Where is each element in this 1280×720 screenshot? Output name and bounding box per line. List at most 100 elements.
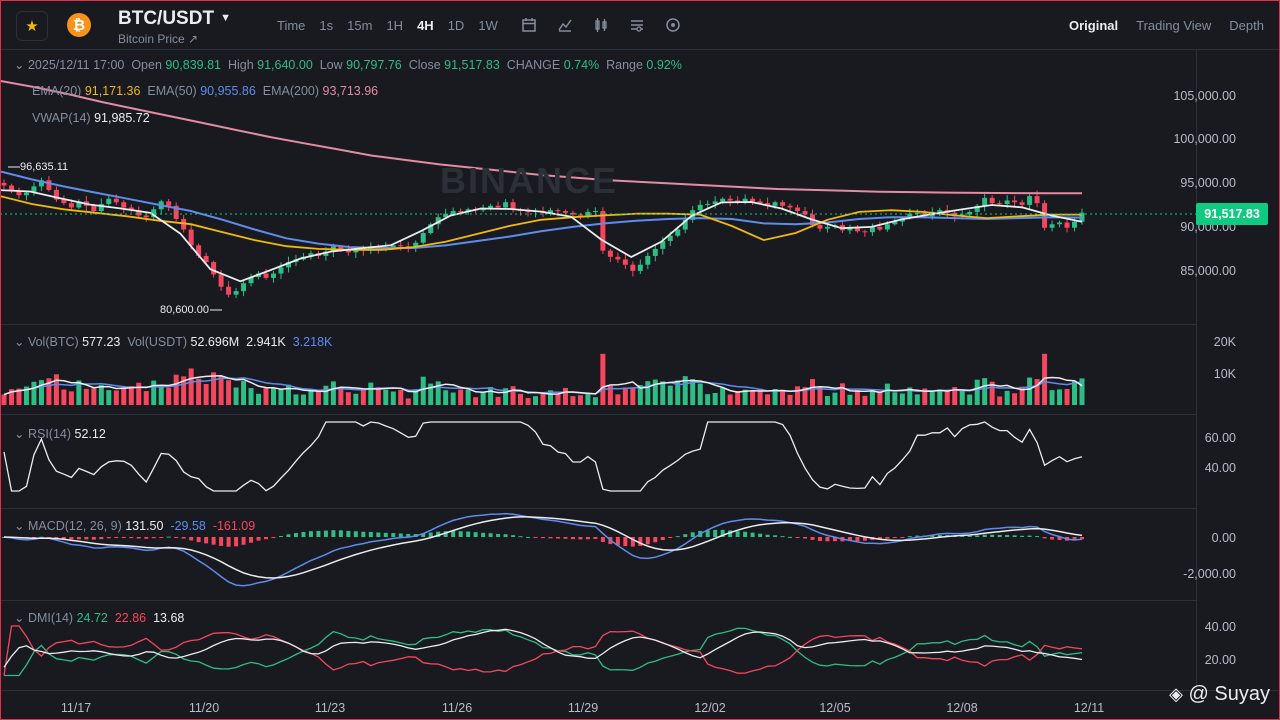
volume-bar: [1049, 390, 1055, 405]
volume-bar: [562, 387, 568, 405]
view-depth[interactable]: Depth: [1229, 18, 1264, 33]
settings-sliders-icon[interactable]: [628, 16, 646, 34]
timeframe-1w[interactable]: 1W: [478, 18, 498, 33]
timeframe-4h[interactable]: 4H: [417, 18, 434, 33]
macd-histogram-bar: [675, 536, 680, 538]
candle-body: [166, 201, 172, 206]
candle-body: [338, 246, 344, 249]
macd-histogram-bar: [301, 531, 306, 537]
macd-histogram-bar: [817, 537, 822, 541]
candle-body: [38, 180, 44, 187]
candle-body: [750, 198, 756, 202]
volume-axis-label: 20K: [1213, 335, 1236, 349]
candle-body: [285, 262, 291, 268]
candle-body: [697, 204, 703, 211]
timeframe-1d[interactable]: 1D: [447, 18, 465, 33]
macd-histogram-bar: [368, 531, 373, 537]
macd-histogram-bar: [406, 533, 411, 537]
candle-body: [106, 198, 112, 204]
ema-legend[interactable]: EMA(20) 91,171.36 EMA(50) 90,955.86 EMA(…: [32, 84, 378, 98]
range-label: Range: [606, 58, 643, 72]
volume-bar: [263, 387, 269, 405]
volume-bar: [315, 391, 321, 405]
candle-body: [547, 210, 553, 213]
macd-histogram-bar: [308, 531, 313, 537]
macd-histogram-bar: [121, 537, 126, 538]
collapse-chevron-icon[interactable]: ⌄: [14, 58, 25, 72]
macd-histogram-bar: [346, 530, 351, 537]
volume-bar: [795, 386, 801, 405]
volume-bar: [974, 379, 980, 405]
volume-bar: [53, 374, 59, 405]
rsi-axis-label: 60.00: [1204, 431, 1236, 445]
ema50-line: [0, 170, 1083, 249]
timeframe-15m[interactable]: 15m: [347, 18, 373, 33]
volume-bar: [465, 389, 471, 405]
timeframe-1h[interactable]: 1H: [386, 18, 404, 33]
change-label: CHANGE: [506, 58, 561, 72]
view-original[interactable]: Original: [1069, 18, 1119, 33]
macd-histogram-bar: [690, 532, 695, 537]
calendar-icon[interactable]: [520, 16, 538, 34]
candle-body: [607, 250, 613, 257]
candle-body: [188, 229, 194, 246]
date-label: 12/02: [694, 701, 726, 715]
rsi-legend[interactable]: ⌄ RSI(14) 52.12: [14, 427, 106, 441]
indicator-icon[interactable]: [556, 16, 574, 34]
date-label: 12/11: [1073, 701, 1105, 715]
symbol-selector[interactable]: BTC/USDT ▼: [118, 8, 231, 30]
volume-bar: [1072, 381, 1078, 405]
author-credit: ◈ @ Suyay: [1169, 683, 1270, 706]
macd-histogram-bar: [174, 537, 179, 538]
volume-bar: [271, 387, 276, 405]
bitcoin-price-link[interactable]: Bitcoin Price ↗: [118, 32, 199, 46]
favorite-star-icon[interactable]: ★: [16, 11, 48, 41]
ohlc-date: 2025/12/11 17:00: [27, 58, 125, 72]
rsi-label: RSI(14): [27, 427, 72, 441]
volume-bar: [398, 389, 404, 405]
vwap-label: VWAP(14): [32, 111, 91, 125]
candle-body: [847, 227, 853, 231]
volume-bar: [128, 386, 134, 405]
target-icon[interactable]: [664, 16, 682, 34]
timeframe-time[interactable]: Time: [277, 18, 306, 33]
macd-histogram-bar: [713, 529, 718, 537]
candle-type-icon[interactable]: [592, 16, 610, 34]
volume-bar: [600, 353, 606, 405]
volume-bar: [166, 387, 172, 405]
dmi-legend[interactable]: ⌄ DMI(14) 24.72 22.86 13.68: [14, 611, 185, 625]
macd-histogram-bar: [271, 537, 276, 538]
volume-bar: [23, 386, 29, 405]
candle-body: [308, 253, 314, 257]
vwap-legend[interactable]: VWAP(14) 91,985.72: [32, 111, 150, 125]
candle-body: [765, 203, 771, 206]
candle-body: [91, 205, 97, 212]
volume-bar: [735, 391, 741, 405]
volume-bar: [772, 389, 778, 405]
vol-usdt-value: 52.696M: [190, 335, 240, 349]
view-trading-view[interactable]: Trading View: [1136, 18, 1212, 33]
macd-histogram-bar: [466, 531, 471, 537]
volume-bar: [765, 394, 771, 405]
macd-histogram-bar: [256, 537, 261, 541]
macd-histogram-bar: [451, 530, 456, 537]
macd-histogram-bar: [458, 531, 463, 537]
candle-body: [780, 202, 786, 206]
volume-bar: [1004, 390, 1010, 405]
macd-histogram-bar: [204, 537, 209, 544]
volume-legend[interactable]: ⌄ Vol(BTC) 577.23 Vol(USDT) 52.696M 2.94…: [14, 335, 333, 349]
dmi-axis-label: 20.00: [1204, 653, 1236, 667]
candle-body: [241, 283, 247, 292]
volume-bar: [697, 383, 703, 405]
volume-bar: [368, 382, 374, 405]
date-label: 11/17: [60, 701, 92, 715]
candle-body: [31, 186, 37, 193]
macd-histogram-bar: [481, 532, 486, 537]
timeframe-1s[interactable]: 1s: [319, 18, 334, 33]
candle-body: [211, 262, 217, 275]
ema200-label: EMA(200): [262, 84, 320, 98]
macd-legend[interactable]: ⌄ MACD(12, 26, 9) 131.50 -29.58 -161.09: [14, 519, 256, 533]
volume-bar: [817, 386, 823, 405]
macd-histogram-bar: [286, 534, 291, 537]
